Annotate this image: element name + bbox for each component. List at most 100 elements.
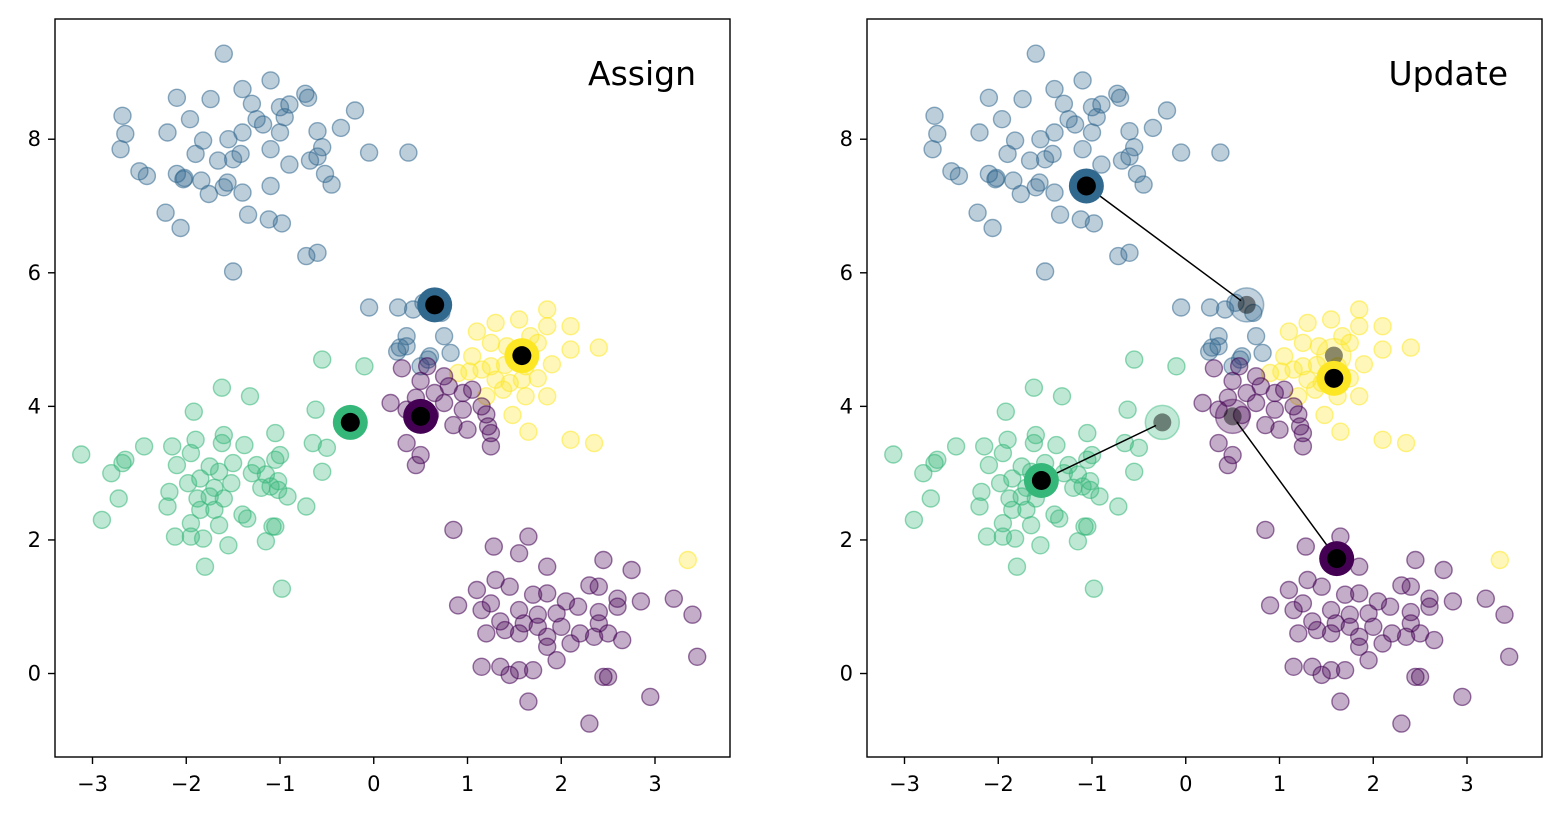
update-point-cluster-0 <box>1349 637 1369 656</box>
update-old-centroid-core-2 <box>1153 413 1172 432</box>
assign-point-cluster-1 <box>174 170 193 189</box>
update-point-cluster-1 <box>928 124 947 144</box>
assign-y-tick-label: 6 <box>28 261 41 285</box>
assign-centroid-core-1 <box>425 295 445 315</box>
update-old-centroid-2 <box>1144 404 1181 441</box>
update-point-cluster-0 <box>1331 692 1350 711</box>
assign-point-cluster-1 <box>214 44 234 63</box>
assign-point-cluster-3 <box>486 313 505 333</box>
update-point-cluster-0 <box>1443 592 1463 611</box>
update-point-cluster-0 <box>1321 661 1341 680</box>
assign-point-cluster-0 <box>528 617 547 636</box>
update-point-cluster-3 <box>1284 360 1303 379</box>
assign-point-cluster-1 <box>231 144 250 164</box>
assign-point-cluster-3 <box>467 322 487 341</box>
update-old-centroid-1 <box>1228 287 1265 323</box>
update-point-cluster-1 <box>1134 175 1153 194</box>
update-point-cluster-0 <box>1256 520 1275 540</box>
assign-point-cluster-0 <box>434 367 454 386</box>
update-x-tick-label: −3 <box>889 772 920 796</box>
update-point-cluster-3 <box>1333 327 1352 346</box>
update-point-cluster-1 <box>1073 139 1092 159</box>
assign-point-cluster-2 <box>181 443 201 463</box>
assign-x-tick-label: 2 <box>555 772 568 796</box>
update-point-cluster-0 <box>1340 617 1360 636</box>
assign-point-cluster-0 <box>444 415 463 435</box>
assign-point-cluster-2 <box>313 462 332 481</box>
update-point-cluster-0 <box>1401 577 1421 596</box>
assign-point-cluster-1 <box>186 144 205 164</box>
assign-point-cluster-1 <box>397 327 416 346</box>
update-point-cluster-0 <box>1392 576 1411 595</box>
assign-point-cluster-2 <box>160 482 179 502</box>
update-point-cluster-2 <box>979 455 999 475</box>
assign-point-cluster-3 <box>519 422 538 441</box>
update-point-cluster-2 <box>990 474 1010 493</box>
assign-point-cluster-0 <box>472 657 491 676</box>
assign-point-cluster-3 <box>516 387 535 406</box>
assign-point-cluster-1 <box>201 89 220 109</box>
update-point-cluster-3 <box>1396 433 1416 453</box>
update-point-cluster-0 <box>1406 550 1425 570</box>
assign-point-cluster-0 <box>392 359 412 378</box>
assign-y-tick-label: 8 <box>28 127 41 151</box>
update-x-tick-label: 0 <box>1179 772 1192 796</box>
update-point-cluster-0 <box>1349 627 1369 646</box>
assign-point-cluster-2 <box>102 464 121 483</box>
assign-point-cluster-2 <box>184 402 204 421</box>
assign-point-cluster-0 <box>411 371 430 391</box>
update-point-cluster-1 <box>1223 357 1242 376</box>
assign-point-cluster-0 <box>509 624 529 643</box>
update-point-cluster-1 <box>1199 342 1219 361</box>
update-point-cluster-0 <box>1453 687 1472 707</box>
assign-point-cluster-2 <box>235 435 254 455</box>
assign-point-cluster-2 <box>266 517 285 536</box>
assign-point-cluster-1 <box>158 123 177 142</box>
assign-point-cluster-0 <box>397 433 416 453</box>
update-point-cluster-3 <box>1315 405 1334 425</box>
assign-point-cluster-1 <box>113 106 132 126</box>
assign-point-cluster-0 <box>631 592 651 611</box>
update-point-cluster-2 <box>904 510 924 530</box>
assign-point-cluster-0 <box>444 520 463 540</box>
update-point-cluster-2 <box>1129 438 1149 457</box>
update-point-cluster-1 <box>1045 183 1064 202</box>
update-point-cluster-3 <box>1373 340 1392 359</box>
update-point-cluster-3 <box>1349 300 1369 319</box>
assign-point-cluster-1 <box>313 137 332 157</box>
assign-point-cluster-2 <box>266 423 285 443</box>
assign-point-cluster-2 <box>256 532 276 551</box>
assign-point-cluster-3 <box>493 380 513 399</box>
update-point-cluster-3 <box>1373 317 1392 336</box>
update-x-tick-label: −1 <box>1077 772 1108 796</box>
assign-point-cluster-2 <box>195 557 215 576</box>
assign-point-cluster-0 <box>500 665 519 685</box>
assign-point-cluster-0 <box>509 544 529 563</box>
update-centroid-shift-arrow-0 <box>1236 421 1333 553</box>
update-point-cluster-0 <box>1321 624 1341 643</box>
assign-point-cluster-2 <box>212 378 232 397</box>
update-point-cluster-1 <box>998 144 1017 164</box>
update-point-cluster-2 <box>1124 350 1144 369</box>
assign-point-cluster-1 <box>397 337 416 356</box>
update-point-cluster-1 <box>923 139 942 159</box>
update-point-cluster-0 <box>1420 597 1439 616</box>
assign-point-cluster-1 <box>233 79 252 99</box>
assign-point-cluster-1 <box>270 123 290 142</box>
update-point-cluster-0 <box>1265 400 1285 419</box>
update-point-cluster-1 <box>1143 118 1163 138</box>
assign-point-cluster-0 <box>538 637 557 656</box>
update-point-cluster-0 <box>1232 405 1252 425</box>
update-point-cluster-0 <box>1256 415 1275 435</box>
update-centroid-core-0 <box>1327 549 1347 569</box>
update-point-cluster-1 <box>986 170 1005 189</box>
assign-point-cluster-0 <box>580 576 599 595</box>
assign-point-cluster-1 <box>111 139 130 159</box>
assign-y-tick-label: 0 <box>28 662 41 686</box>
update-point-cluster-2 <box>1118 400 1137 419</box>
assign-point-cluster-0 <box>594 667 613 687</box>
assign-point-cluster-0 <box>453 400 472 419</box>
update-centroid-shift-arrow-1 <box>1092 190 1242 302</box>
update-point-cluster-0 <box>1279 580 1299 600</box>
update-x-tick-label: 3 <box>1460 772 1473 796</box>
